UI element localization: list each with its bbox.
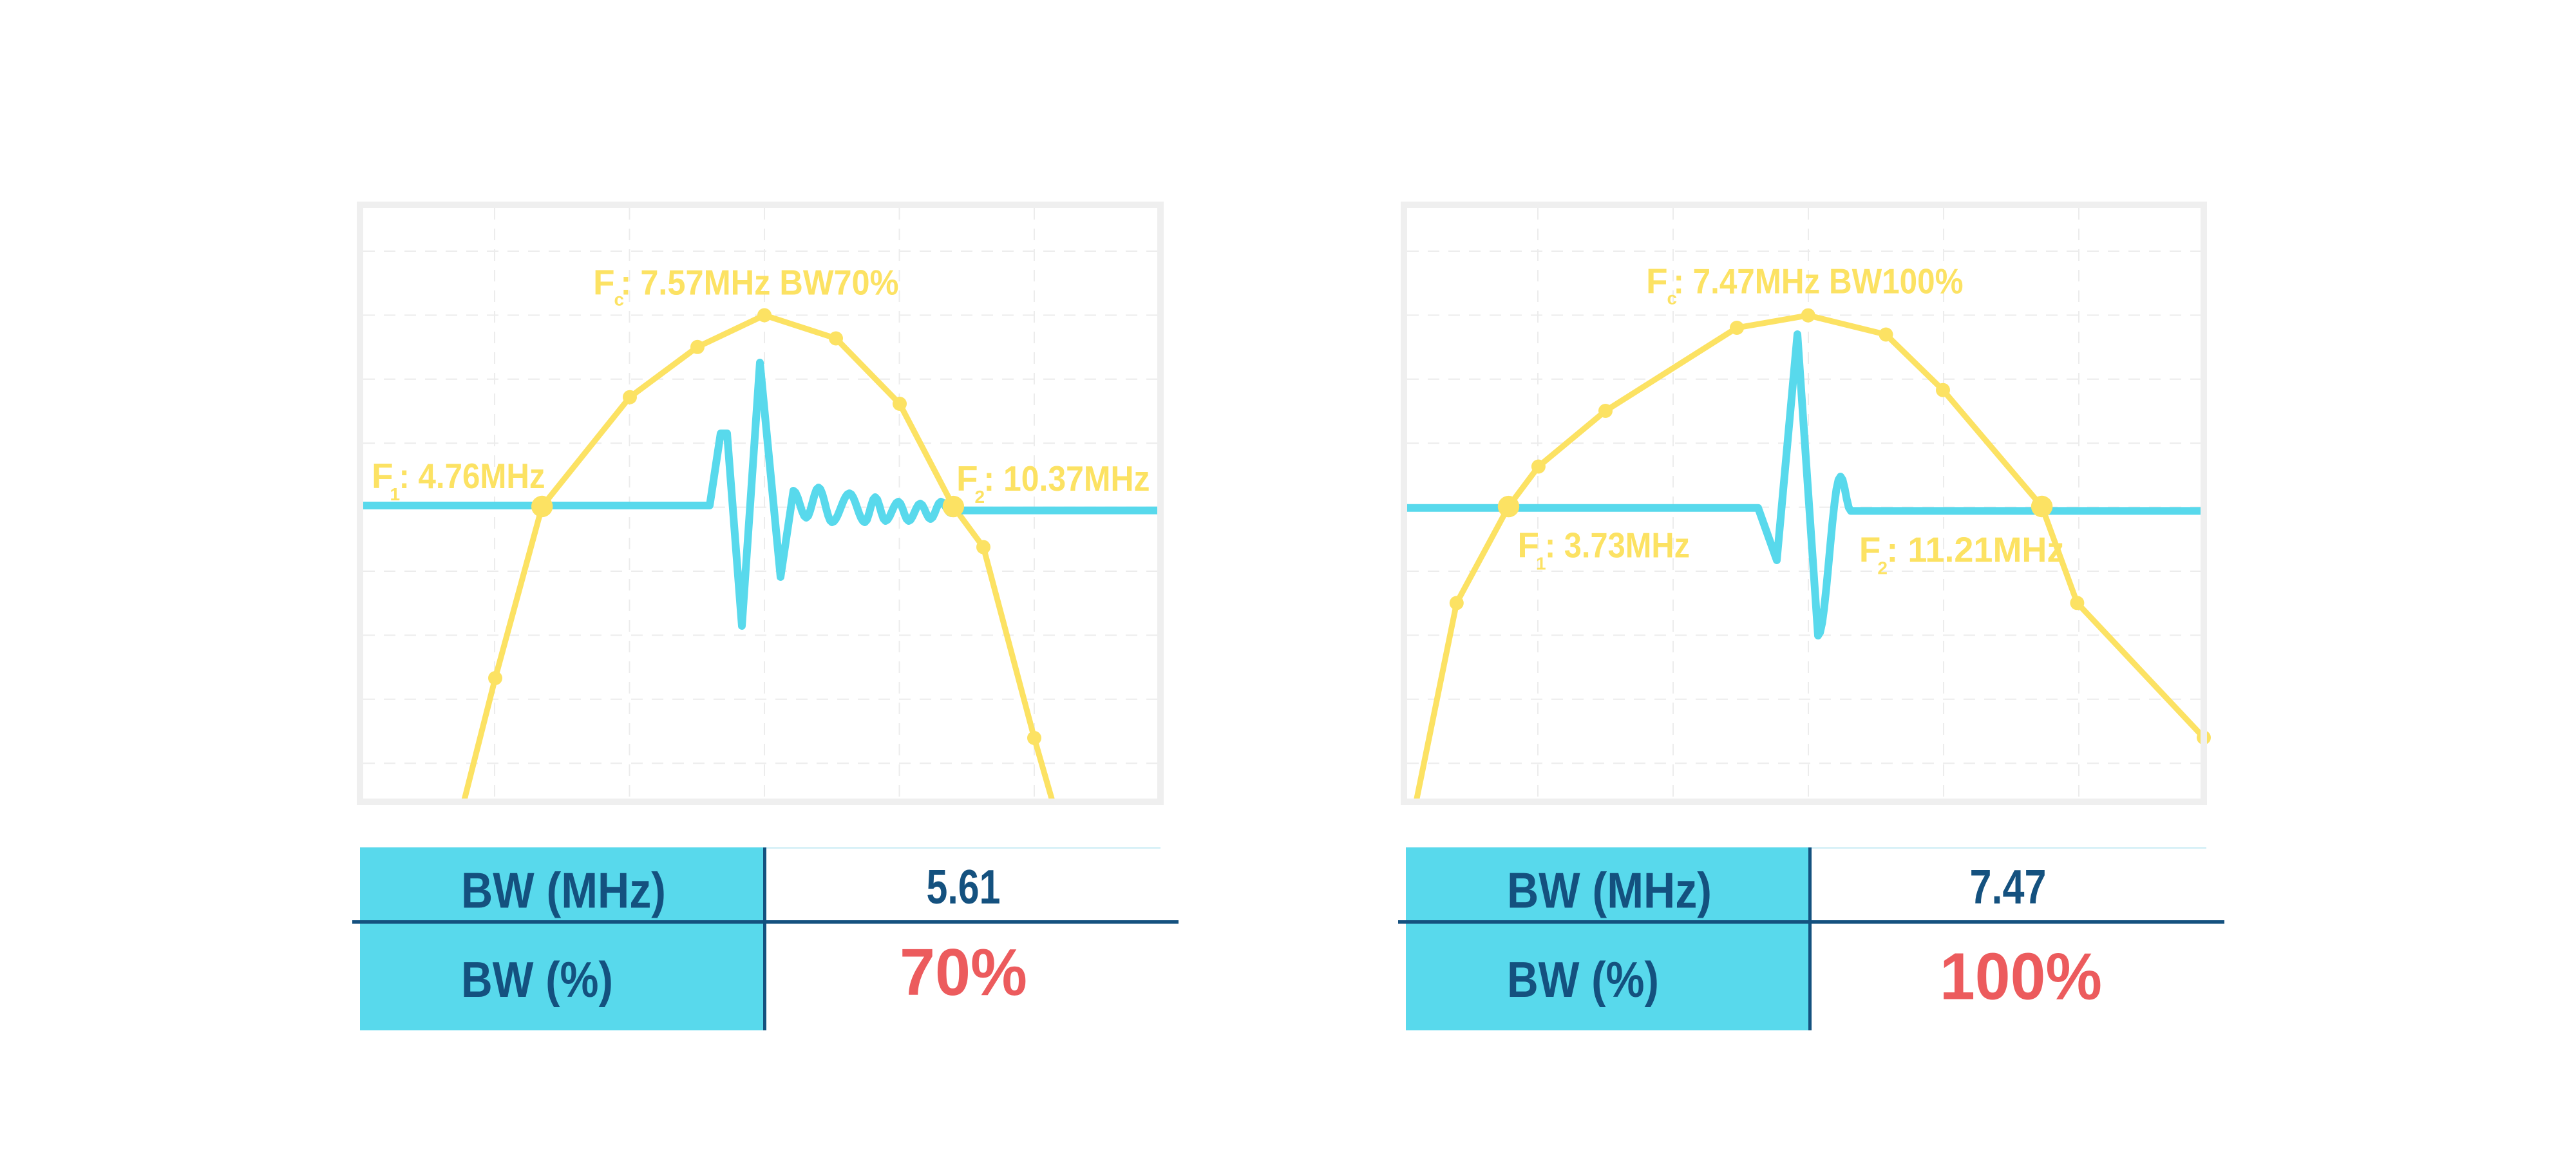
svg-text:7.47: 7.47 bbox=[1970, 860, 2047, 914]
svg-text:F: F bbox=[593, 263, 615, 303]
svg-text:100%: 100% bbox=[1940, 939, 2102, 1013]
svg-text:: 10.37MHz: : 10.37MHz bbox=[984, 459, 1150, 498]
svg-text:BW (MHz): BW (MHz) bbox=[1507, 862, 1712, 918]
svg-text:: 7.57MHz BW70%: : 7.57MHz BW70% bbox=[621, 263, 899, 303]
svg-text:F: F bbox=[1859, 530, 1881, 570]
svg-text:F: F bbox=[372, 456, 393, 496]
svg-text:70%: 70% bbox=[900, 935, 1027, 1009]
svg-text:BW (%): BW (%) bbox=[461, 951, 613, 1008]
svg-text:2: 2 bbox=[1877, 558, 1888, 578]
svg-text:: 4.76MHz: : 4.76MHz bbox=[399, 456, 545, 496]
svg-text:1: 1 bbox=[390, 484, 401, 504]
svg-text:F: F bbox=[956, 459, 978, 498]
svg-text:c: c bbox=[1667, 288, 1678, 308]
svg-text:1: 1 bbox=[1536, 553, 1546, 573]
svg-text:F: F bbox=[1517, 525, 1539, 565]
svg-text:: 7.47MHz BW100%: : 7.47MHz BW100% bbox=[1674, 261, 1964, 301]
svg-text:BW (MHz): BW (MHz) bbox=[461, 862, 666, 918]
svg-text:: 11.21MHz: : 11.21MHz bbox=[1886, 530, 2064, 570]
svg-text:: 3.73MHz: : 3.73MHz bbox=[1545, 525, 1690, 565]
svg-text:F: F bbox=[1646, 261, 1668, 301]
svg-text:c: c bbox=[614, 290, 625, 310]
svg-text:5.61: 5.61 bbox=[927, 860, 1001, 914]
svg-text:2: 2 bbox=[975, 487, 985, 507]
svg-text:BW (%): BW (%) bbox=[1507, 951, 1659, 1008]
